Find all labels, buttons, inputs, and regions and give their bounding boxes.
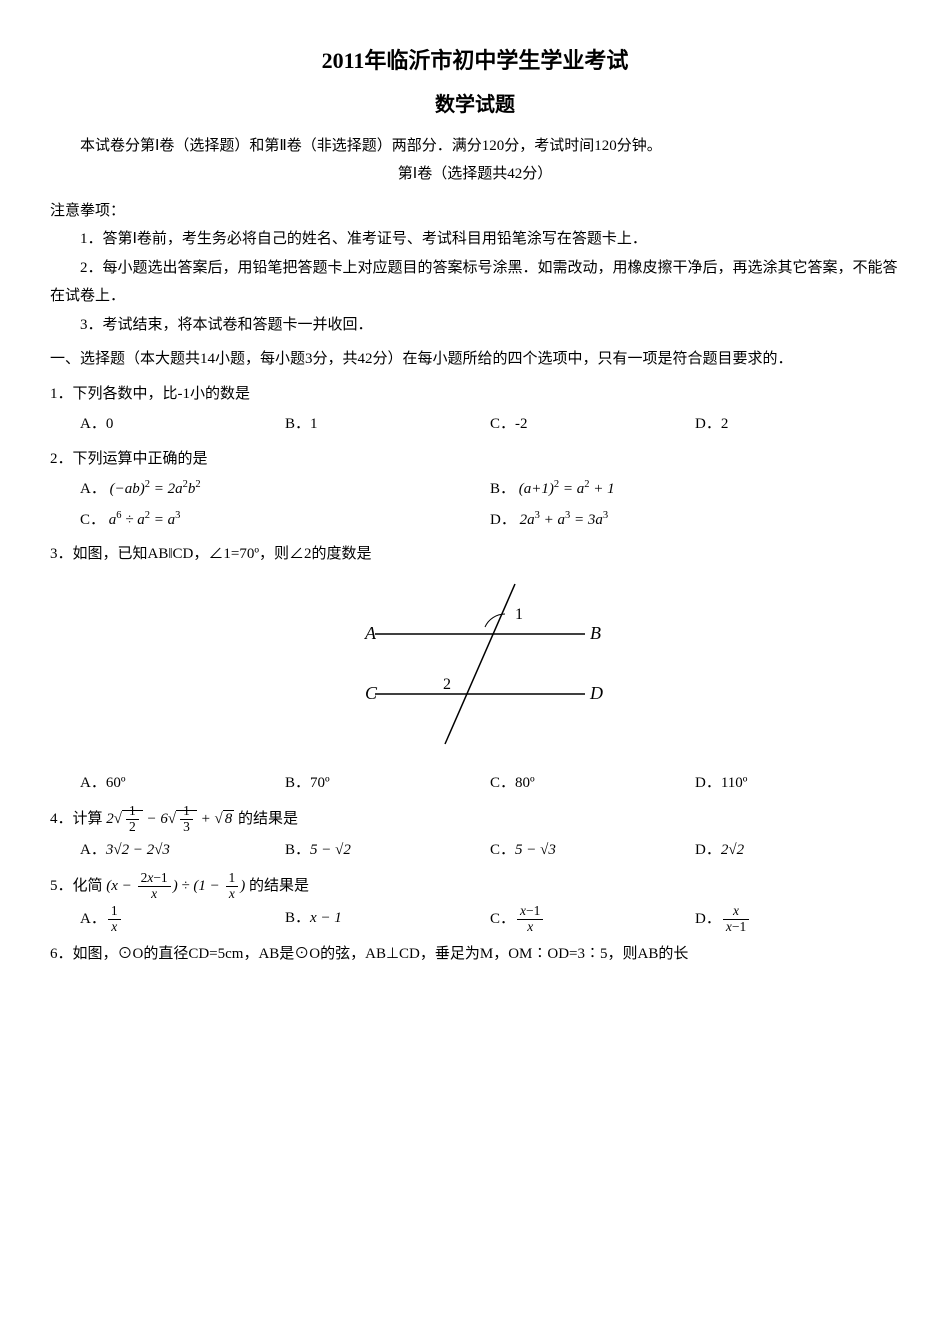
main-title: 2011年临沂市初中学生学业考试 xyxy=(50,40,900,82)
section-mc: 一、选择题（本大题共14小题，每小题3分，共42分）在每小题所给的四个选项中，只… xyxy=(50,345,900,374)
q2-opt-b: B． (a+1)2 = a2 + 1 xyxy=(490,475,900,504)
q1-options: A．0 B．1 C．-2 D．2 xyxy=(50,410,900,439)
q3-options: A．60º B．70º C．80º D．110º xyxy=(50,769,900,798)
q5-stem: 5．化简 (x − 2x−1x) ÷ (1 − 1x) 的结果是 xyxy=(50,871,900,902)
q3-stem: 3．如图，已知AB‖CD，∠1=70º，则∠2的度数是 xyxy=(50,540,900,569)
q2-options-row2: C． a6 ÷ a2 = a3 D． 2a3 + a3 = 3a3 xyxy=(50,506,900,535)
q4-stem: 4．计算 2√12 − 6√13 + √8 的结果是 xyxy=(50,804,900,835)
q5-opt-b: B．x − 1 xyxy=(285,904,490,935)
q1-opt-a: A．0 xyxy=(80,410,285,439)
fig-label-1: 1 xyxy=(515,606,523,623)
sub-title: 数学试题 xyxy=(50,86,900,124)
q3-opt-d: D．110º xyxy=(695,769,900,798)
fig-label-b: B xyxy=(590,623,601,643)
q3-opt-c: C．80º xyxy=(490,769,695,798)
part-label: 第Ⅰ卷（选择题共42分） xyxy=(50,160,900,189)
q2-opt-c: C． a6 ÷ a2 = a3 xyxy=(80,506,490,535)
notice-1: 1．答第Ⅰ卷前，考生务必将自己的姓名、准考证号、考试科目用铅笔涂写在答题卡上． xyxy=(50,225,900,254)
q4-options: A．3√2 − 2√3 B．5 − √2 C．5 − √3 D．2√2 xyxy=(50,836,900,865)
fig-label-a: A xyxy=(364,623,377,643)
notice-2: 2．每小题选出答案后，用铅笔把答题卡上对应题目的答案标号涂黑．如需改动，用橡皮擦… xyxy=(50,254,900,311)
q1-opt-d: D．2 xyxy=(695,410,900,439)
q5-options: A．1x B．x − 1 C．x−1x D．xx−1 xyxy=(50,904,900,935)
q3-opt-a: A．60º xyxy=(80,769,285,798)
q2-opt-a: A． (−ab)2 = 2a2b2 xyxy=(80,475,490,504)
q3-figure: 2 1 A B C D xyxy=(50,579,900,760)
q1-stem: 1．下列各数中，比-1小的数是 xyxy=(50,380,900,409)
notice-3: 3．考试结束，将本试卷和答题卡一并收回． xyxy=(50,311,900,340)
notice-head: 注意拳项： xyxy=(50,197,900,226)
intro-text: 本试卷分第Ⅰ卷（选择题）和第Ⅱ卷（非选择题）两部分．满分120分，考试时间120… xyxy=(50,132,900,161)
q2-opt-d: D． 2a3 + a3 = 3a3 xyxy=(490,506,900,535)
q4-opt-b: B．5 − √2 xyxy=(285,836,490,865)
fig-label-d: D xyxy=(589,683,603,703)
q1-opt-c: C．-2 xyxy=(490,410,695,439)
q3-opt-b: B．70º xyxy=(285,769,490,798)
q4-opt-c: C．5 − √3 xyxy=(490,836,695,865)
q2-options-row1: A． (−ab)2 = 2a2b2 B． (a+1)2 = a2 + 1 xyxy=(50,475,900,504)
q5-opt-d: D．xx−1 xyxy=(695,904,900,935)
fig-label-2: 2 xyxy=(443,676,451,693)
q6-stem: 6．如图，⊙O的直径CD=5cm，AB是⊙O的弦，AB⊥CD，垂足为M，OM∶O… xyxy=(50,940,900,969)
q4-opt-d: D．2√2 xyxy=(695,836,900,865)
q4-opt-a: A．3√2 − 2√3 xyxy=(80,836,285,865)
q5-opt-a: A．1x xyxy=(80,904,285,935)
q1-opt-b: B．1 xyxy=(285,410,490,439)
q2-stem: 2．下列运算中正确的是 xyxy=(50,445,900,474)
q5-opt-c: C．x−1x xyxy=(490,904,695,935)
fig-label-c: C xyxy=(365,683,378,703)
